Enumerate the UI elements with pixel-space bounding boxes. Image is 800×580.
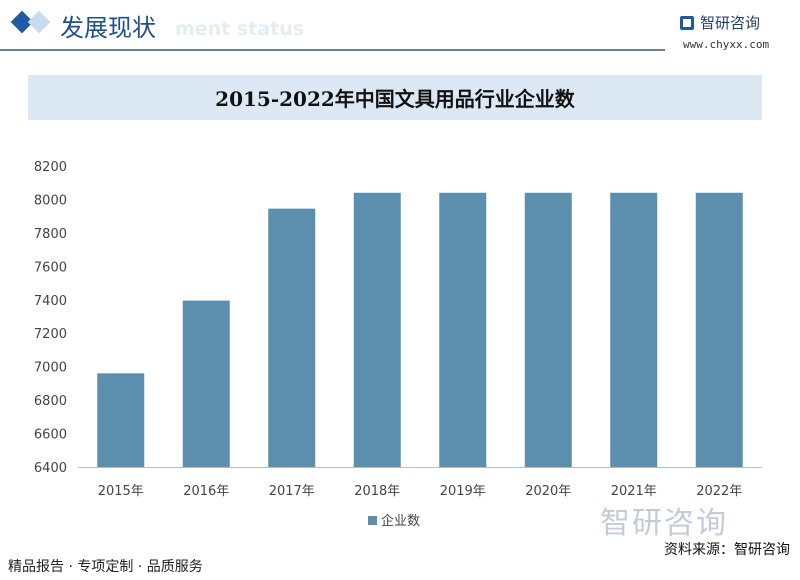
footer-slogan: 精品报告 · 专项定制 · 品质服务: [8, 559, 203, 575]
bar-2015年: [97, 373, 145, 467]
logo-icon: [680, 15, 694, 30]
x-tick-label: 2022年: [696, 484, 742, 499]
y-tick-label: 7200: [34, 327, 67, 342]
x-tick-label: 2016年: [183, 484, 229, 499]
logo: 智研咨询: [680, 12, 760, 33]
bar-2020年: [524, 192, 572, 467]
bar-2022年: [695, 192, 743, 467]
header: ment status 发展现状 智研咨询 www.chyxx.com: [0, 0, 800, 60]
y-tick-label: 7600: [34, 260, 67, 275]
y-tick-label: 8000: [34, 193, 67, 208]
y-tick-label: 7800: [34, 227, 67, 242]
x-tick-label: 2021年: [611, 484, 657, 499]
y-tick-label: 7400: [34, 294, 67, 309]
y-tick-label: 6400: [34, 461, 67, 476]
x-tick-label: 2019年: [440, 484, 486, 499]
legend-label: 企业数: [381, 513, 420, 529]
logo-text: 智研咨询: [700, 14, 761, 32]
x-tick-label: 2020年: [525, 484, 571, 499]
y-tick-label: 8200: [34, 160, 67, 175]
chart-title: 2015-2022年中国文具用品行业企业数: [28, 75, 762, 120]
x-tick-label: 2015年: [98, 484, 144, 499]
bar-2019年: [439, 192, 487, 467]
y-tick-label: 7000: [34, 361, 67, 376]
bar-2016年: [182, 300, 230, 467]
x-tick-label: 2018年: [354, 484, 400, 499]
header-subtitle: ment status: [175, 18, 305, 40]
bar-2021年: [610, 192, 658, 467]
bar-2018年: [353, 192, 401, 467]
y-tick-label: 6800: [34, 394, 67, 409]
bar-2017年: [268, 208, 316, 467]
legend-swatch: [368, 516, 377, 525]
source-text: 资料来源：智研咨询: [664, 542, 790, 558]
x-tick-label: 2017年: [269, 484, 315, 499]
header-title: 发展现状: [60, 14, 156, 42]
header-divider: [0, 49, 665, 51]
watermark: 智研咨询: [600, 506, 728, 541]
y-tick-label: 6600: [34, 428, 67, 443]
website-url: www.chyxx.com: [683, 38, 770, 51]
